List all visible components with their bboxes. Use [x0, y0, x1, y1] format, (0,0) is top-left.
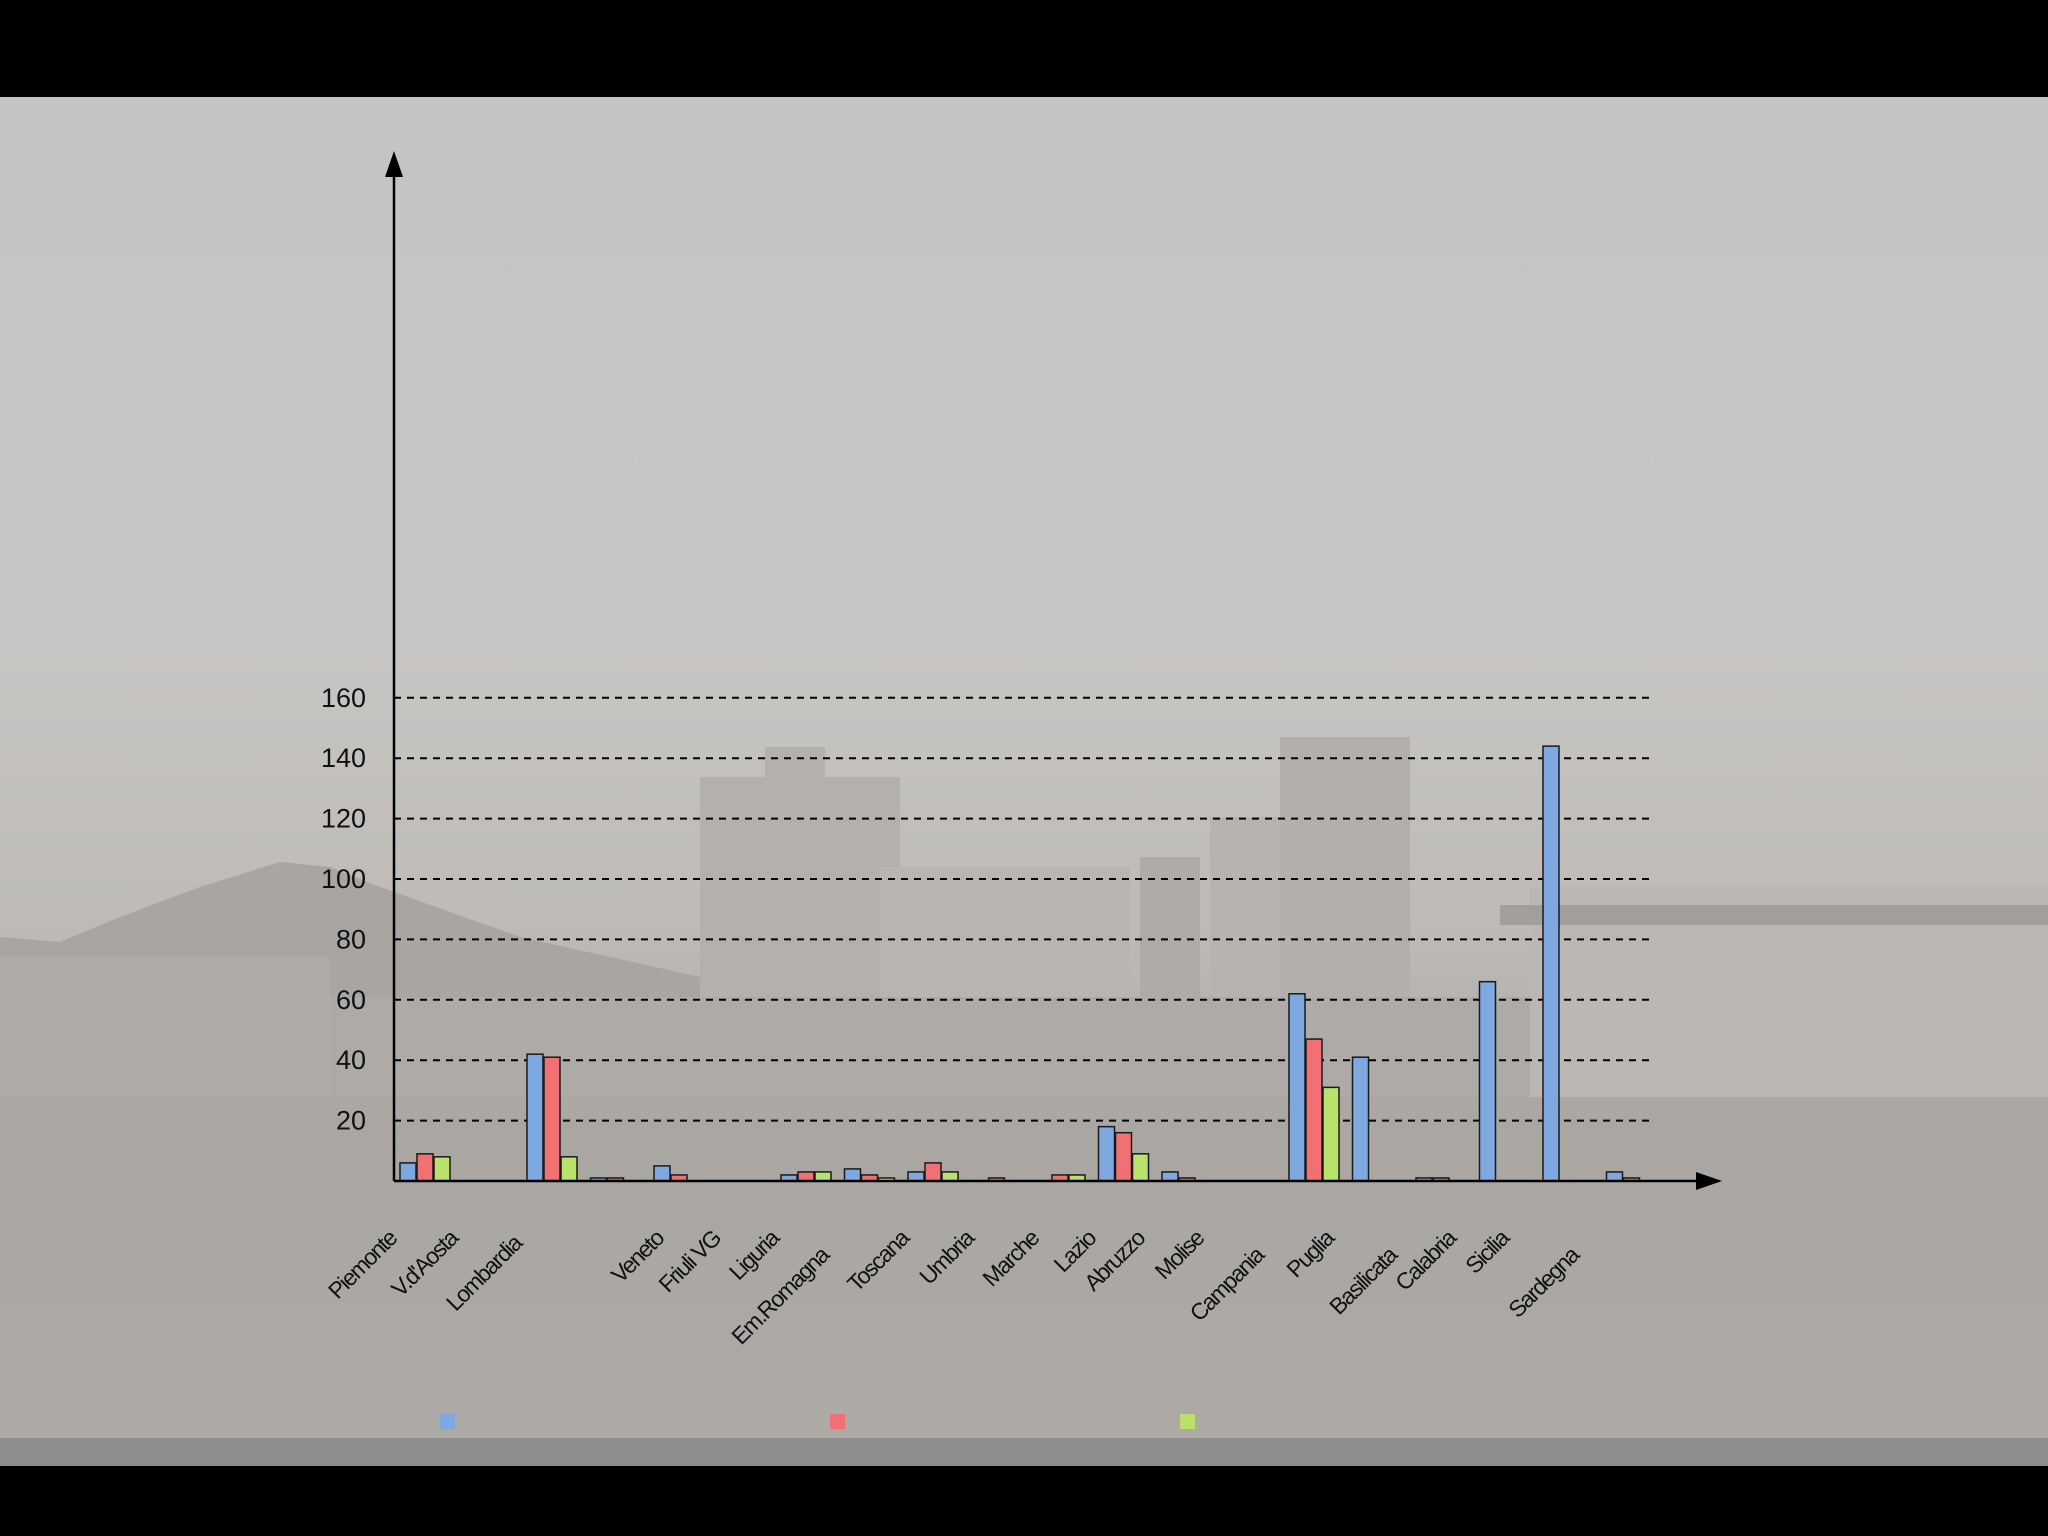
ground — [0, 1097, 2048, 1439]
bar-1 — [843, 1168, 862, 1182]
bar-2 — [1114, 1131, 1133, 1182]
y-tick-label: 100 — [321, 864, 366, 894]
x-category-label: Molise — [1150, 1225, 1210, 1285]
bar-2 — [1305, 1038, 1323, 1182]
y-axis-arrow — [385, 151, 403, 177]
bar-2 — [543, 1056, 561, 1182]
bar-1 — [1288, 993, 1306, 1182]
x-axis-arrow — [1696, 1172, 1722, 1190]
legend-swatch-series-2 — [830, 1414, 845, 1429]
x-category-label: Liguria — [724, 1224, 785, 1285]
building-roof — [1500, 905, 2048, 925]
bar-3 — [560, 1156, 578, 1182]
x-category-label: Umbria — [914, 1224, 980, 1290]
axes — [385, 151, 1722, 1190]
bar-1 — [1351, 1056, 1370, 1182]
bar-chart: 20 40 60 80 100 120 140 160 PiemonteV.d'AostaLo… — [321, 151, 1722, 1349]
chart-legend — [440, 1400, 1640, 1440]
building-shape — [765, 747, 825, 787]
bar-1 — [1097, 1125, 1116, 1182]
y-tick-label: 160 — [321, 683, 366, 713]
x-category-label: Calabria — [1390, 1224, 1462, 1296]
x-category-label: Friuli VG — [653, 1225, 726, 1298]
legend-swatch-series-1 — [440, 1414, 455, 1429]
gridlines — [394, 696, 1650, 1122]
y-tick-label: 80 — [336, 924, 366, 954]
x-category-label: Toscana — [842, 1224, 915, 1297]
y-tick-labels: 20 40 60 80 100 120 140 160 — [321, 683, 366, 1136]
x-category-label: Basilicata — [1324, 1241, 1403, 1320]
legend-swatch-series-3 — [1180, 1414, 1195, 1429]
photo-bottom-strip — [0, 1438, 2048, 1466]
bar-3 — [941, 1171, 959, 1182]
y-tick-label: 20 — [336, 1106, 366, 1136]
bar-3 — [814, 1171, 832, 1182]
bar-3 — [1322, 1086, 1340, 1182]
bar-2 — [416, 1153, 434, 1182]
bar-1 — [1161, 1171, 1179, 1182]
bar-2 — [797, 1171, 815, 1182]
x-category-label: Puglia — [1281, 1224, 1339, 1282]
y-tick-label: 60 — [336, 985, 366, 1015]
y-tick-label: 120 — [321, 804, 366, 834]
bar-1 — [653, 1165, 671, 1182]
bar-1 — [1605, 1171, 1624, 1182]
bars — [399, 745, 1641, 1182]
bar-3 — [1131, 1153, 1150, 1182]
slide-background: 20 40 60 80 100 120 140 160 Piemonte V.d'Aosta Lo… — [0, 97, 2048, 1439]
bar-1 — [526, 1053, 544, 1182]
y-tick-label: 40 — [336, 1045, 366, 1075]
bar-3 — [433, 1156, 451, 1182]
background-cityscape-photo — [0, 737, 2048, 1439]
bar-1 — [907, 1171, 925, 1182]
bar-2 — [924, 1162, 942, 1182]
y-tick-label: 140 — [321, 743, 366, 773]
bar-1 — [1542, 745, 1560, 1182]
building-shape — [0, 957, 330, 1097]
x-category-label: Marche — [977, 1225, 1044, 1292]
x-category-label: Sardegna — [1503, 1241, 1585, 1323]
x-category-label: Sicilia — [1460, 1224, 1515, 1279]
x-category-label: Piemonte — [323, 1225, 402, 1304]
bar-1 — [399, 1162, 417, 1182]
bar-1 — [1478, 980, 1497, 1182]
